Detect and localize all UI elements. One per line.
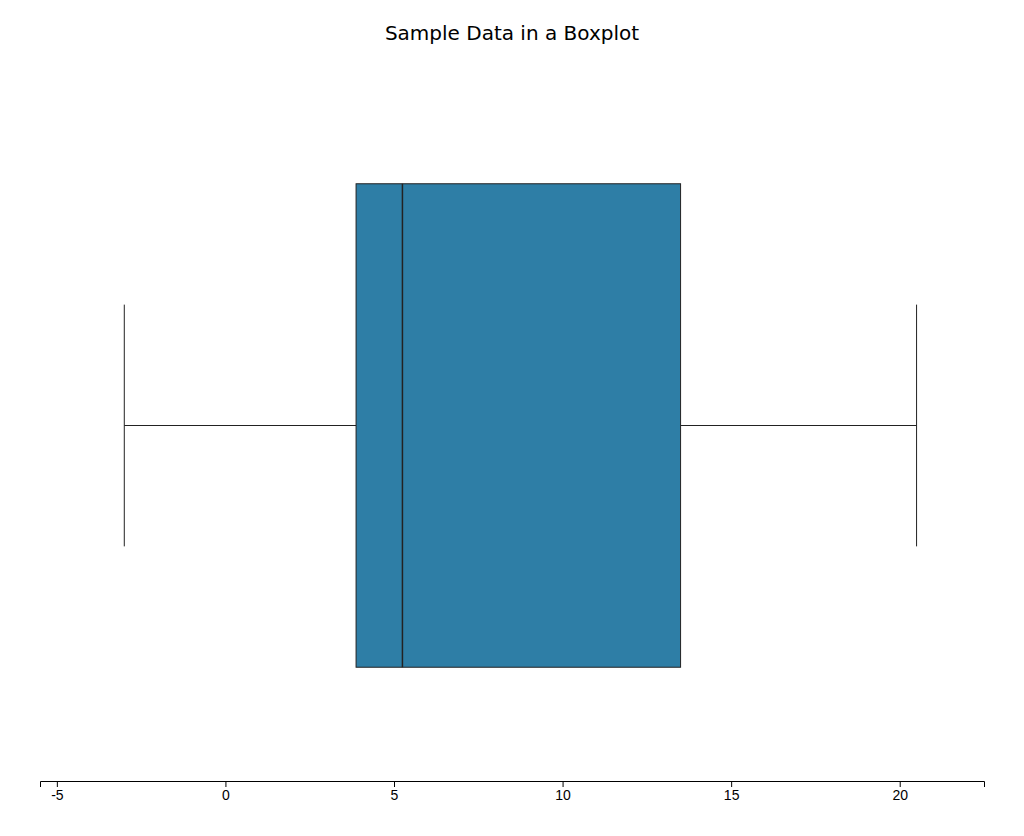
x-tick: 20 — [892, 781, 908, 803]
chart: -5 0 5 10 15 20 Sample Data in a Boxplot — [0, 0, 1024, 836]
whisker-low — [124, 425, 356, 426]
x-tick-label: 0 — [222, 787, 230, 803]
cap-low — [124, 305, 125, 547]
x-tick-label: 5 — [391, 787, 399, 803]
x-tick: 10 — [555, 781, 571, 803]
x-tick: 15 — [724, 781, 740, 803]
plot: -5 0 5 10 15 20 — [41, 184, 985, 803]
x-axis-line — [41, 782, 985, 788]
marks — [124, 184, 916, 667]
cap-high — [916, 305, 917, 547]
box — [356, 184, 680, 667]
x-tick-label: 15 — [724, 787, 740, 803]
x-tick-label: -5 — [51, 787, 64, 803]
median — [402, 184, 404, 667]
x-axis: -5 0 5 10 15 20 — [41, 781, 985, 803]
x-tick-label: 10 — [555, 787, 571, 803]
x-tick: 0 — [222, 781, 230, 803]
x-tick: 5 — [391, 781, 399, 803]
box-plot — [124, 184, 916, 667]
whisker-high — [681, 425, 917, 426]
x-tick-label: 20 — [892, 787, 908, 803]
x-tick: -5 — [51, 781, 64, 803]
title: Sample Data in a Boxplot — [385, 21, 639, 45]
